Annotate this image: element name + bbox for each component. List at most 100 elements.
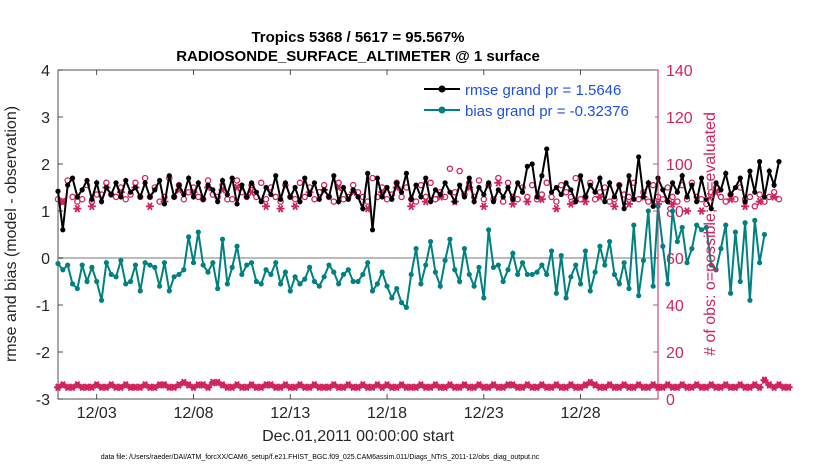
bias-point xyxy=(277,281,284,287)
obs-bottom-evaluated-point-stroke xyxy=(640,383,647,392)
obs-bottom-evaluated-point-stroke xyxy=(766,380,773,389)
obs-bottom-evaluated-point-stroke xyxy=(374,380,381,389)
rmse-point xyxy=(244,194,250,200)
bias-point xyxy=(689,246,695,252)
obs-evaluated-point xyxy=(755,197,764,206)
obs-bottom-evaluated-point-stroke xyxy=(108,380,115,389)
rmse-point xyxy=(103,184,109,191)
rmse-point xyxy=(539,173,545,179)
rmse-point xyxy=(89,196,95,202)
obs-bottom-evaluated-point-stroke xyxy=(331,380,337,389)
rmse-point xyxy=(340,184,347,191)
obs-evaluated-point xyxy=(683,207,692,215)
y-left-tick-label: -2 xyxy=(36,345,50,362)
obs-evaluated-point xyxy=(741,202,750,211)
rmse-point xyxy=(186,175,192,181)
obs-evaluated-point-stroke xyxy=(248,188,255,197)
obs-evaluated-point-stroke xyxy=(727,195,734,204)
rmse-point xyxy=(277,196,284,202)
data-file-footnote: data file: /Users/raeder/DAI/ATM_forcXX/… xyxy=(101,454,540,461)
obs-bottom-evaluated-point-stroke xyxy=(650,380,656,389)
rmse-point xyxy=(660,187,666,193)
rmse-point xyxy=(476,184,482,191)
rmse-point xyxy=(582,194,589,200)
y-left-tick-label: 3 xyxy=(41,110,50,127)
obs-possible-point xyxy=(78,195,86,203)
bias-point xyxy=(89,264,95,270)
rmse-point xyxy=(607,180,613,186)
obs-possible-point xyxy=(233,177,241,184)
obs-evaluated-point-stroke xyxy=(626,200,632,208)
bias-point xyxy=(307,264,313,270)
obs-bottom-evaluated-point-stroke xyxy=(481,383,487,392)
rmse-point xyxy=(694,199,700,205)
bias-point xyxy=(510,250,516,256)
rmse-point xyxy=(621,206,627,212)
bias-point xyxy=(171,274,177,280)
bias-point xyxy=(55,261,61,267)
rmse-point xyxy=(287,194,293,200)
rmse-point xyxy=(408,196,414,202)
obs-evaluated-point-stroke xyxy=(219,185,226,194)
y-right-tick-label: 20 xyxy=(666,345,684,362)
obs-bottom-evaluated-point-stroke xyxy=(761,376,768,385)
y-left-tick-label: 4 xyxy=(41,63,50,80)
obs-bottom-evaluated-point-stroke xyxy=(181,378,187,387)
obs-evaluated-point-stroke xyxy=(756,197,763,206)
bias-point xyxy=(529,271,535,278)
bias-point xyxy=(379,269,385,275)
chart-title-line2: RADIOSONDE_SURFACE_ALTIMETER @ 1 surface xyxy=(176,48,540,65)
obs-bottom-evaluated-point-stroke xyxy=(301,383,308,392)
rmse-point xyxy=(723,170,729,176)
bias-point xyxy=(268,271,274,278)
obs-bottom-evaluated-point-stroke xyxy=(669,383,676,392)
obs-evaluated-point-stroke xyxy=(60,197,66,206)
y-left-tick-label: -3 xyxy=(36,392,50,409)
rmse-point xyxy=(350,187,356,193)
obs-bottom-evaluated-point-stroke xyxy=(568,380,574,389)
obs-bottom-evaluated-point-stroke xyxy=(185,380,192,389)
bias-point xyxy=(205,269,211,275)
obs-bottom-evaluated-point-stroke xyxy=(98,383,105,392)
bias-point xyxy=(727,290,734,296)
rmse-point xyxy=(713,180,719,186)
rmse-point xyxy=(573,199,579,205)
bias-point xyxy=(679,224,685,231)
obs-evaluated-point-stroke xyxy=(597,192,603,201)
x-tick-label: 12/28 xyxy=(561,405,601,422)
obs-bottom-evaluated-point-stroke xyxy=(272,383,279,392)
obs-bottom-evaluated-point-stroke xyxy=(350,383,356,392)
bias-point xyxy=(292,274,298,280)
rmse-point xyxy=(766,168,772,174)
rmse-point xyxy=(563,180,569,186)
obs-bottom-evaluated-point xyxy=(204,383,212,392)
bias-point xyxy=(181,267,187,273)
rmse-point xyxy=(558,191,564,198)
bias-point xyxy=(118,257,124,263)
rmse-point xyxy=(418,194,424,200)
rmse-point xyxy=(757,159,763,165)
rmse-point xyxy=(176,182,182,188)
bias-point xyxy=(108,271,114,278)
bias-point xyxy=(321,274,327,280)
bias-point xyxy=(486,227,492,233)
bias-point xyxy=(423,262,429,268)
bias-point xyxy=(607,238,613,245)
obs-bottom-evaluated-point-stroke xyxy=(127,383,134,392)
obs-bottom-evaluated-point-stroke xyxy=(316,383,323,392)
rmse-point xyxy=(689,182,695,188)
bias-point xyxy=(563,295,569,301)
rmse-point xyxy=(703,196,709,202)
obs-bottom-evaluated-point-stroke xyxy=(311,380,318,389)
bias-point xyxy=(669,208,676,214)
obs-evaluated-point xyxy=(494,178,503,187)
obs-possible-point xyxy=(645,198,652,205)
bias-point xyxy=(742,220,748,226)
rmse-point xyxy=(190,194,197,200)
obs-possible-point xyxy=(427,179,434,187)
obs-bottom-evaluated-point-stroke xyxy=(84,383,90,392)
rmse-point xyxy=(548,189,555,195)
bias-point xyxy=(248,260,255,266)
rmse-point xyxy=(718,187,724,193)
obs-evaluated-point-stroke xyxy=(277,204,284,213)
